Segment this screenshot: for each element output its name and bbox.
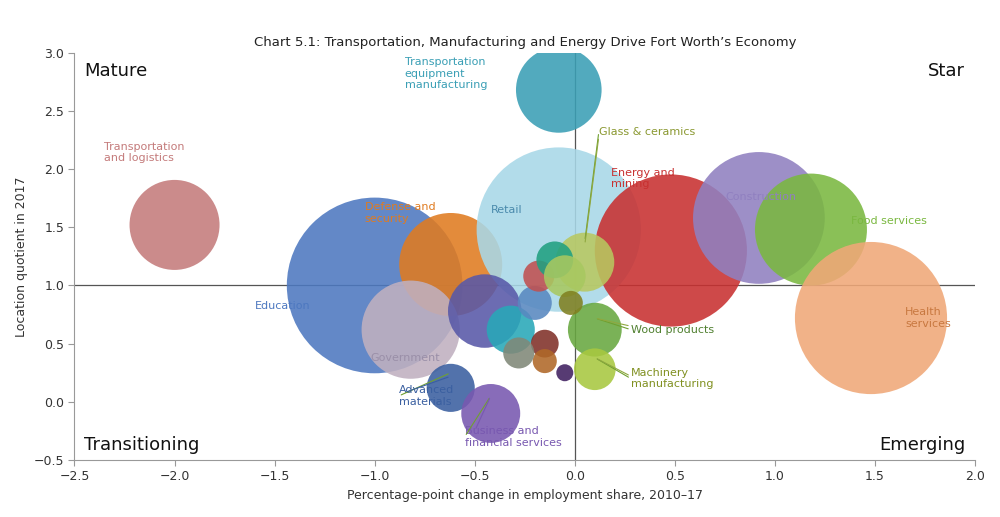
- X-axis label: Percentage-point change in employment share, 2010–17: Percentage-point change in employment sh…: [347, 489, 703, 502]
- Point: [527, 299, 543, 307]
- Text: Retail: Retail: [491, 205, 522, 215]
- Text: Energy and
mining: Energy and mining: [611, 168, 675, 189]
- Point: [563, 299, 579, 307]
- Point: [167, 221, 183, 229]
- Point: [443, 261, 459, 269]
- Point: [537, 340, 553, 348]
- Y-axis label: Location quotient in 2017: Location quotient in 2017: [15, 176, 28, 337]
- Point: [557, 369, 573, 377]
- Text: Food services: Food services: [851, 217, 927, 226]
- Point: [557, 272, 573, 280]
- Point: [503, 326, 519, 334]
- Point: [511, 349, 527, 357]
- Text: Mature: Mature: [84, 62, 148, 80]
- Text: Education: Education: [255, 301, 310, 311]
- Point: [751, 214, 767, 222]
- Text: Health
services: Health services: [905, 307, 951, 329]
- Point: [587, 365, 603, 373]
- Text: Chart 5.1: Transportation, Manufacturing and Energy Drive Fort Worth’s Economy: Chart 5.1: Transportation, Manufacturing…: [254, 36, 796, 49]
- Text: Business and
financial services: Business and financial services: [465, 426, 561, 448]
- Point: [547, 256, 563, 264]
- Text: Advanced
materials: Advanced materials: [399, 385, 454, 407]
- Text: Transportation
and logistics: Transportation and logistics: [104, 142, 185, 163]
- Point: [367, 281, 383, 290]
- Point: [477, 307, 493, 315]
- Point: [863, 314, 879, 322]
- Point: [403, 326, 419, 334]
- Text: Defense and
security: Defense and security: [365, 203, 435, 224]
- Point: [587, 326, 603, 334]
- Point: [803, 225, 819, 234]
- Point: [551, 86, 567, 94]
- Text: Emerging: Emerging: [879, 436, 965, 454]
- Point: [551, 225, 567, 234]
- Point: [663, 247, 679, 255]
- Text: Star: Star: [928, 62, 965, 80]
- Text: Machinery
manufacturing: Machinery manufacturing: [631, 368, 713, 389]
- Text: Transitioning: Transitioning: [84, 436, 200, 454]
- Text: Glass & ceramics: Glass & ceramics: [599, 127, 695, 137]
- Point: [577, 258, 593, 266]
- Text: Transportation
equipment
manufacturing: Transportation equipment manufacturing: [405, 57, 487, 90]
- Point: [537, 357, 553, 365]
- Text: Wood products: Wood products: [631, 325, 714, 334]
- Point: [531, 272, 547, 280]
- Text: Government: Government: [371, 353, 440, 362]
- Text: Construction: Construction: [725, 192, 796, 202]
- Point: [443, 384, 459, 392]
- Point: [483, 409, 499, 418]
